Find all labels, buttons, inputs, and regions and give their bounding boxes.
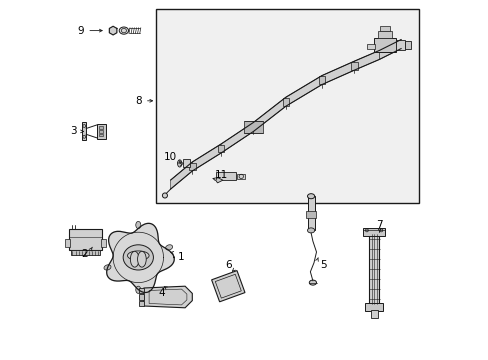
Bar <box>363 228 384 236</box>
Bar <box>244 121 262 133</box>
Bar <box>306 211 315 218</box>
Polygon shape <box>106 223 174 292</box>
Polygon shape <box>321 61 354 85</box>
Bar <box>99 130 103 133</box>
Ellipse shape <box>119 27 128 34</box>
Bar <box>69 229 102 250</box>
Bar <box>282 98 288 106</box>
Bar <box>365 303 382 311</box>
Bar <box>373 38 395 52</box>
Bar <box>99 126 103 129</box>
Ellipse shape <box>307 228 314 233</box>
Bar <box>350 62 357 70</box>
Ellipse shape <box>307 194 314 199</box>
Polygon shape <box>285 76 321 106</box>
Ellipse shape <box>162 193 167 198</box>
Ellipse shape <box>127 251 149 260</box>
Text: 2: 2 <box>81 249 87 259</box>
Bar <box>97 124 106 139</box>
Polygon shape <box>379 40 400 59</box>
Bar <box>395 40 404 50</box>
Ellipse shape <box>130 251 139 267</box>
Bar <box>139 294 144 300</box>
Bar <box>139 288 144 293</box>
Bar <box>404 41 410 49</box>
Text: 4: 4 <box>158 288 164 298</box>
Ellipse shape <box>309 280 316 285</box>
Bar <box>379 26 389 31</box>
Polygon shape <box>221 122 253 153</box>
Ellipse shape <box>104 265 111 270</box>
Bar <box>82 122 86 140</box>
Bar <box>70 250 100 255</box>
Polygon shape <box>170 162 192 189</box>
Polygon shape <box>253 97 285 131</box>
Bar <box>366 44 374 49</box>
Polygon shape <box>354 50 379 70</box>
Ellipse shape <box>165 245 172 250</box>
Polygon shape <box>192 144 221 171</box>
Text: 3: 3 <box>70 126 77 136</box>
Text: 6: 6 <box>224 260 231 270</box>
Polygon shape <box>215 177 223 183</box>
Bar <box>368 234 379 304</box>
Bar <box>156 9 418 203</box>
Polygon shape <box>211 271 244 302</box>
Bar <box>237 174 244 179</box>
Polygon shape <box>109 26 117 35</box>
Bar <box>250 123 256 131</box>
Ellipse shape <box>177 160 182 167</box>
Text: 5: 5 <box>320 260 326 270</box>
Bar <box>189 163 195 171</box>
Bar <box>377 31 391 38</box>
Bar <box>370 310 377 318</box>
Text: 8: 8 <box>135 96 142 106</box>
Ellipse shape <box>123 245 153 270</box>
Bar <box>65 239 69 247</box>
Bar <box>139 301 144 306</box>
Text: 11: 11 <box>214 170 227 180</box>
Bar <box>183 159 189 167</box>
Text: 7: 7 <box>375 220 382 230</box>
Ellipse shape <box>137 251 146 267</box>
Bar <box>318 76 325 84</box>
Bar <box>218 145 224 153</box>
Bar <box>101 239 105 247</box>
Ellipse shape <box>136 286 141 293</box>
Text: 10: 10 <box>164 152 177 162</box>
Bar <box>307 196 314 230</box>
Text: 9: 9 <box>77 26 84 36</box>
Bar <box>215 172 235 180</box>
Bar <box>99 134 103 136</box>
Polygon shape <box>143 286 192 308</box>
Text: 1: 1 <box>178 252 184 262</box>
Ellipse shape <box>136 221 141 229</box>
